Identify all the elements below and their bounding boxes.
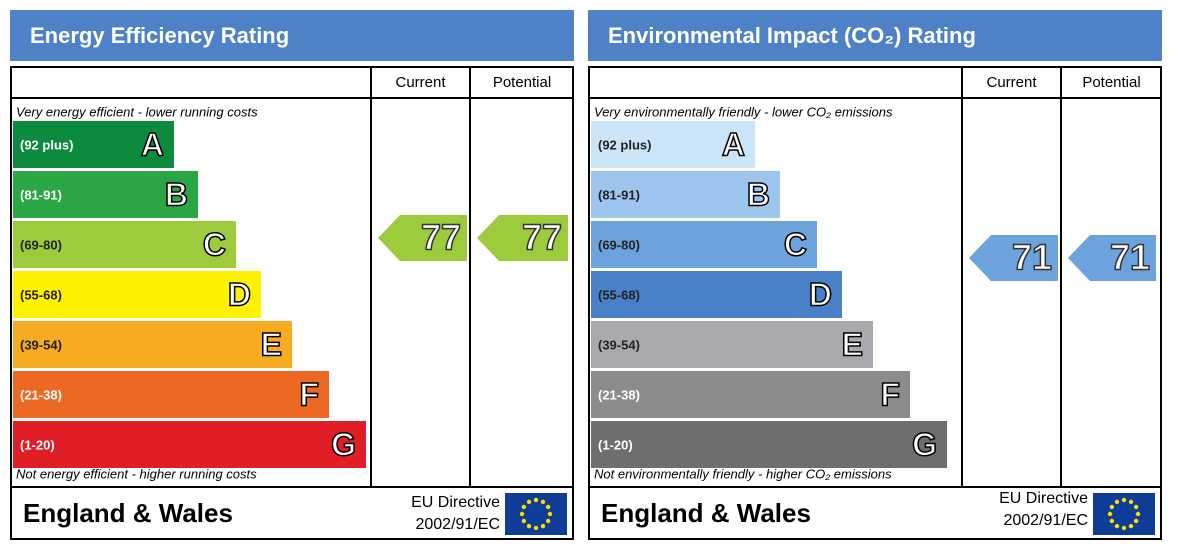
eu-star [540,499,546,505]
eu-star [521,518,527,524]
bottom-note: Not energy efficient - higher running co… [16,466,257,481]
eu-star [545,518,551,524]
table-frame [588,66,1162,540]
eu-star [526,523,532,529]
eu-star [1135,511,1141,517]
band-bar [591,421,947,468]
eu-star [533,525,539,531]
top-note: Very energy efficient - lower running co… [16,104,258,119]
band-bar [13,421,366,468]
panel-title: Energy Efficiency Rating [30,23,289,48]
directive: 2002/91/EC [415,516,500,533]
table-frame [10,66,574,540]
eu-star [1133,518,1139,524]
band-bar [13,171,198,218]
eu-star [1114,499,1120,505]
band-letter: A [722,126,745,162]
bottom-note: Not environmentally friendly - higher CO… [594,466,892,481]
region: England & Wales [601,498,811,528]
eu-star [1109,518,1115,524]
rating-value: 77 [421,217,461,258]
header-bar [588,10,1162,61]
rating-arrow [969,235,1058,281]
eu-star [545,504,551,510]
eu-star [1121,525,1127,531]
eu-star [547,511,553,517]
band-range: (1-20) [20,437,55,452]
band-bar [591,221,817,268]
header-bar [10,10,574,61]
rating-value: 77 [522,217,562,258]
eu-star [1128,523,1134,529]
directive: EU Directive [999,490,1088,507]
eu-star [533,497,539,503]
band-letter: B [747,176,770,212]
band-letter: G [912,426,937,462]
band-letter: D [228,276,251,312]
band-range: (21-38) [598,387,640,402]
eu-star [526,499,532,505]
column-header: Potential [1082,74,1140,91]
band-range: (21-38) [20,387,62,402]
band-letter: F [299,376,319,412]
band-bar [591,271,842,318]
band-letter: C [784,226,807,262]
band-range: (92 plus) [598,137,651,152]
band-bar [13,371,329,418]
band-bar [13,271,261,318]
eu-star [1114,523,1120,529]
band-range: (81-91) [598,187,640,202]
eu-star [540,523,546,529]
eu-star [1133,504,1139,510]
column-header: Current [986,74,1037,91]
band-letter: E [261,326,282,362]
top-note: Very environmentally friendly - lower CO… [594,104,893,119]
rating-arrow [1068,235,1156,281]
band-bar [13,221,236,268]
band-letter: C [203,226,226,262]
band-letter: B [165,176,188,212]
band-letter: A [141,126,164,162]
band-bar [591,121,755,168]
band-range: (55-68) [20,287,62,302]
band-bar [591,321,873,368]
band-range: (39-54) [20,337,62,352]
region: England & Wales [23,498,233,528]
column-header: Current [395,74,446,91]
eu-star [519,511,525,517]
eu-star [521,504,527,510]
band-range: (1-20) [598,437,633,452]
band-range: (55-68) [598,287,640,302]
directive: 2002/91/EC [1003,512,1088,529]
eu-star [1121,497,1127,503]
band-letter: E [842,326,863,362]
band-range: (69-80) [598,237,640,252]
band-range: (69-80) [20,237,62,252]
rating-arrow [477,215,568,261]
rating-arrow [378,215,467,261]
band-bar [13,321,292,368]
band-bar [591,171,780,218]
eu-star [1109,504,1115,510]
band-range: (39-54) [598,337,640,352]
band-letter: F [880,376,900,412]
band-bar [591,371,910,418]
directive: EU Directive [411,494,500,511]
rating-value: 71 [1012,237,1052,278]
eu-star [1107,511,1113,517]
band-letter: G [331,426,356,462]
column-header: Potential [493,74,551,91]
rating-value: 71 [1110,237,1150,278]
eu-star [1128,499,1134,505]
band-range: (92 plus) [20,137,73,152]
band-range: (81-91) [20,187,62,202]
panel-title: Environmental Impact (CO₂) Rating [608,23,976,48]
band-letter: D [809,276,832,312]
band-bar [13,121,174,168]
